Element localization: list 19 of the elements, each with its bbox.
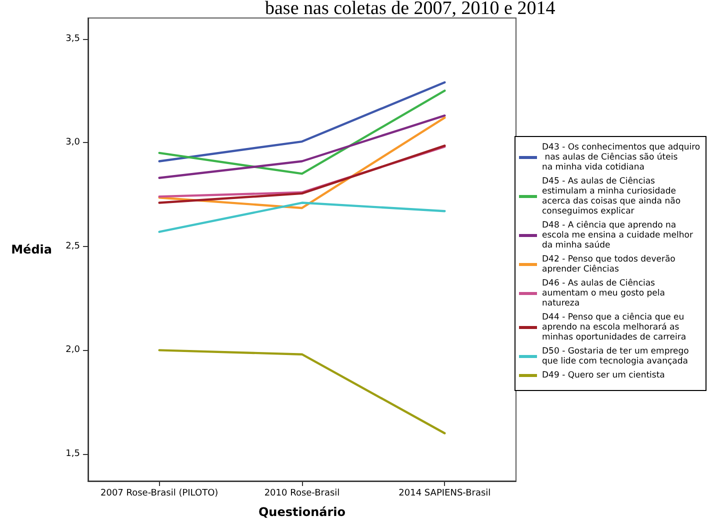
- legend-label: D46 - As aulas de Ciências aumentam o meu gosto pela natureza: [542, 278, 668, 308]
- chart-title: base nas coletas de 2007, 2010 e 2014: [265, 0, 556, 19]
- legend-label: D49 - Quero ser um cientista: [542, 370, 665, 380]
- y-tick-label: 2,0: [66, 345, 80, 356]
- y-axis-title: Média: [11, 242, 52, 256]
- legend-label: D45 - As aulas de Ciências estimulam a minha curiosidade acerca das coisas que ainda não conseguimos explicar: [542, 176, 684, 216]
- legend-label: D50 - Gostaria de ter um emprego que lide com tecnologia avançada: [542, 346, 692, 366]
- legend-label: D48 - A ciência que aprendo na escola me ensina a cuidade melhor da minha saúde: [542, 220, 696, 250]
- x-tick-label: 2014 SAPIENS-Brasil: [398, 488, 491, 498]
- y-tick-label: 1,5: [66, 449, 80, 460]
- legend-label: D43 - Os conhecimentos que adquiro nas aulas de Ciências são úteis na minha vida cotidiana: [542, 142, 700, 172]
- y-tick-label: 2,5: [66, 241, 80, 252]
- x-tick-label: 2007 Rose-Brasil (PILOTO): [100, 488, 218, 498]
- legend-label: D42 - Penso que todos deverão aprender Ciências: [542, 254, 678, 274]
- legend-label: D44 - Penso que a ciência que eu aprendo na escola melhorará as minhas oportunidades de carreira: [542, 312, 687, 342]
- y-tick-label: 3,5: [66, 34, 80, 44]
- x-axis-title: Questionário: [258, 505, 346, 519]
- y-tick-label: 3,0: [66, 138, 80, 148]
- x-tick-label: 2010 Rose-Brasil: [264, 488, 340, 498]
